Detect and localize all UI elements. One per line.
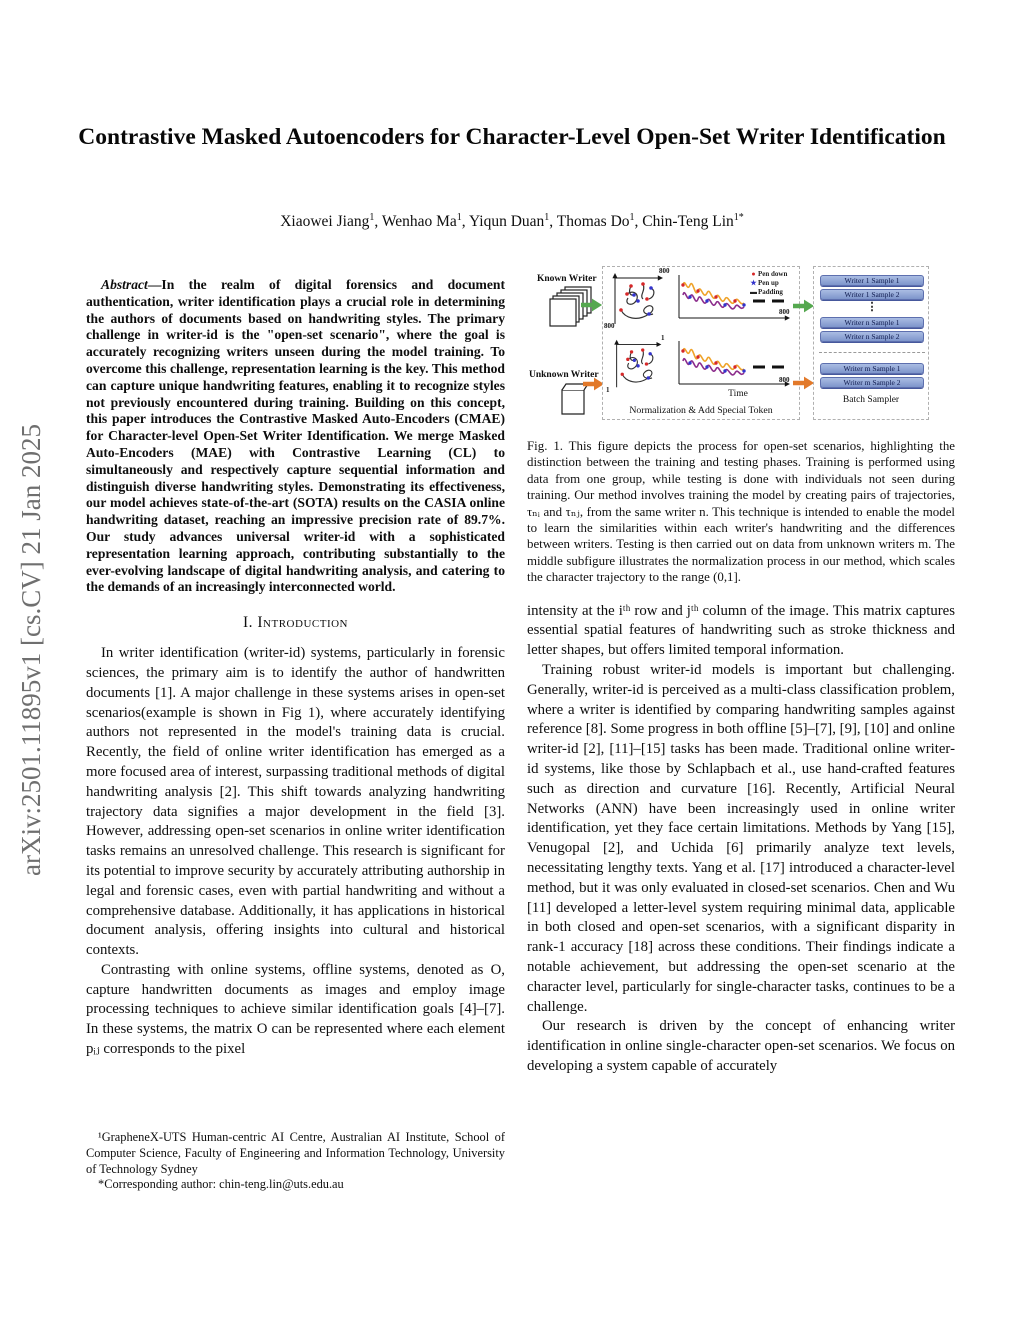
ellipsis-vertical-icon: ⋮ xyxy=(866,301,878,313)
sampler-item: Writer n Sample 2 xyxy=(820,331,924,342)
unknown-char-axis-max-label: 1 xyxy=(661,334,665,342)
time-axis-label: Time xyxy=(728,389,748,399)
sampler-item: Writer 1 Sample 1 xyxy=(820,275,924,286)
footnote-corresponding-author: *Corresponding author: chin-teng.lin@uts… xyxy=(98,1177,344,1192)
pen-up-marker-icon: ★ xyxy=(750,279,757,287)
legend-row-pen-down: ● Pen down xyxy=(749,270,787,279)
known-flow-arrow-icon xyxy=(581,298,603,312)
figure-1-caption: Fig. 1. This figure depicts the process … xyxy=(527,439,955,585)
sampler-item: Writer n Sample 1 xyxy=(820,317,924,328)
legend-row-pen-up: ★Pen up xyxy=(749,279,787,288)
unknown-writer-label: Unknown Writer xyxy=(529,370,599,380)
known-writer-label: Known Writer xyxy=(537,274,597,284)
legend-padding-label: Padding xyxy=(758,288,783,296)
arxiv-banner: arXiv:2501.11895v1 [cs.CV] 21 Jan 2025 xyxy=(16,424,46,876)
single-document-icon xyxy=(561,383,589,415)
figure-legend: ● Pen down ★Pen up ▬Padding xyxy=(749,270,787,297)
author: Xiaowei Jiang1 xyxy=(280,212,375,231)
footnote-affiliation: ¹GrapheneX-UTS Human-centric AI Centre, … xyxy=(86,1130,505,1176)
sampler-item: Writer m Sample 2 xyxy=(820,377,924,388)
legend-pen-down-label: Pen down xyxy=(758,270,788,278)
legend-pen-up-label: Pen up xyxy=(758,279,779,287)
body-paragraph-research: Our research is driven by the concept of… xyxy=(527,1018,955,1074)
body-paragraph-training: Training robust writer-id models is impo… xyxy=(527,662,955,1015)
paper-title: Contrastive Masked Autoencoders for Char… xyxy=(78,124,946,150)
normalization-panel: 800 800 xyxy=(602,266,800,420)
known-to-sampler-arrow-icon xyxy=(793,299,815,313)
pen-down-marker-icon: ● xyxy=(751,270,756,278)
unknown-time-series-plot xyxy=(678,341,790,387)
known-time-series-plot xyxy=(678,275,790,321)
authors-line: Xiaowei Jiang1, Wenhao Ma1, Yiqun Duan1,… xyxy=(280,212,744,231)
unknown-flow-arrow-icon xyxy=(583,377,605,391)
abstract-label: Abstract xyxy=(101,277,148,292)
unknown-char-axis-origin-label: 1 xyxy=(606,386,610,394)
batch-sampler-panel: Writer 1 Sample 1 Writer 1 Sample 2 ⋮ Wr… xyxy=(813,266,929,420)
author: Wenhao Ma1 xyxy=(381,212,462,231)
left-column: Abstract—In the realm of digital forensi… xyxy=(86,277,505,1060)
known-char-axis-origin-label: 800 xyxy=(604,322,615,330)
body-paragraph-continuation: intensity at the iᵗʰ row and jᵗʰ column … xyxy=(527,602,955,659)
sampler-item: Writer m Sample 1 xyxy=(820,363,924,374)
unknown-character-trajectory-plot xyxy=(614,339,662,388)
known-series-axis-max-label: 800 xyxy=(779,308,790,316)
known-char-axis-max-label: 800 xyxy=(659,267,670,275)
known-character-trajectory-plot xyxy=(612,273,663,324)
abstract-text: —In the realm of digital forensics and d… xyxy=(86,277,505,595)
intro-paragraph-2: Contrasting with online systems, offline… xyxy=(86,961,505,1058)
author: Thomas Do1 xyxy=(556,212,635,231)
footnote-block: ¹GrapheneX-UTS Human-centric AI Centre, … xyxy=(86,1130,505,1193)
intro-paragraph-1: In writer identification (writer-id) sys… xyxy=(86,645,505,959)
batch-sampler-caption: Batch Sampler xyxy=(842,395,900,405)
abstract: Abstract—In the realm of digital forensi… xyxy=(86,277,505,596)
padding-marker-icon: ▬ xyxy=(750,288,757,296)
figure-1: Known Writer Unknown Writer xyxy=(527,262,955,430)
document-stack-icon xyxy=(549,286,592,327)
sampler-divider xyxy=(819,352,925,353)
unknown-to-sampler-arrow-icon xyxy=(793,376,815,390)
section-heading-introduction: I. Introduction xyxy=(242,614,348,632)
sampler-item: Writer 1 Sample 2 xyxy=(820,289,924,300)
unknown-series-axis-max-label: 800 xyxy=(779,376,790,384)
author: Chin-Teng Lin1* xyxy=(642,212,744,231)
normalization-caption: Normalization & Add Special Token xyxy=(629,405,773,416)
right-column: Known Writer Unknown Writer xyxy=(527,262,955,1077)
legend-row-padding: ▬Padding xyxy=(749,288,787,297)
author: Yiqun Duan1 xyxy=(468,212,550,231)
